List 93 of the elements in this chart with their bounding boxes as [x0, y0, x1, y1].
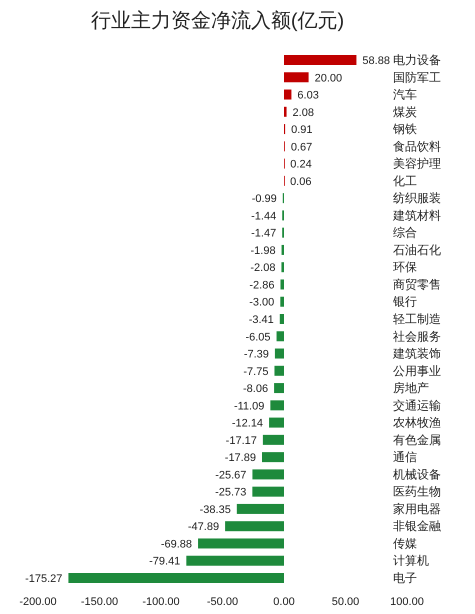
y-tick-label: 石油石化 — [393, 242, 441, 257]
y-tick-label: 国防军工 — [393, 70, 441, 84]
data-label: -38.35 — [200, 504, 231, 516]
y-tick-label: 传媒 — [393, 536, 417, 550]
x-tick-label: -50.00 — [206, 596, 238, 608]
data-label: -7.75 — [243, 366, 268, 378]
y-tick-label: 房地产 — [393, 381, 429, 396]
bar — [262, 452, 284, 462]
bar — [252, 486, 284, 497]
y-tick-label: 机械设备 — [393, 467, 441, 482]
y-tick-label: 建筑装饰 — [392, 346, 441, 361]
x-tick-label: 100.00 — [390, 596, 424, 608]
y-tick-label: 银行 — [392, 294, 417, 309]
bar — [252, 469, 284, 480]
y-tick-label: 轻工制造 — [393, 312, 441, 326]
bar — [236, 504, 284, 514]
chart-title: 行业主力资金净流入额(亿元) — [90, 9, 344, 32]
data-label: -2.86 — [249, 279, 274, 292]
y-tick-label: 社会服务 — [393, 329, 441, 344]
y-tick-label: 电力设备 — [393, 53, 441, 67]
data-label: 0.24 — [290, 158, 312, 171]
y-tick-label: 食品饮料 — [393, 139, 441, 154]
data-label: 20.00 — [314, 72, 342, 84]
bar — [276, 331, 284, 342]
data-label: -69.88 — [160, 538, 192, 550]
data-label: 0.67 — [290, 141, 312, 154]
data-label: -25.73 — [215, 486, 246, 499]
bar — [225, 521, 284, 532]
y-tick-label: 医药生物 — [393, 484, 441, 499]
data-label: 0.91 — [291, 124, 313, 136]
y-tick-label: 煤炭 — [393, 104, 417, 119]
data-label: -1.44 — [251, 210, 276, 222]
x-tick-label: -200.00 — [19, 596, 57, 608]
data-label: -12.14 — [232, 418, 264, 430]
bar — [274, 366, 284, 376]
data-label: 0.06 — [290, 176, 312, 188]
y-tick-label: 综合 — [393, 226, 417, 240]
data-label: -175.27 — [25, 573, 62, 585]
bar — [281, 262, 284, 272]
x-tick-label: 0.00 — [273, 596, 295, 608]
bar — [274, 348, 284, 359]
y-tick-label: 化工 — [393, 174, 417, 188]
bar — [284, 72, 309, 82]
data-label: -0.99 — [252, 193, 277, 206]
data-label: -79.41 — [149, 556, 180, 568]
data-label: -47.89 — [188, 521, 220, 534]
x-tick-label: -150.00 — [80, 596, 118, 608]
bar — [280, 279, 284, 290]
y-tick-label: 钢铁 — [392, 122, 417, 136]
x-tick-label: -100.00 — [142, 596, 180, 608]
bar — [186, 556, 284, 566]
y-tick-label: 公用事业 — [393, 364, 441, 378]
data-label: 6.03 — [297, 90, 319, 102]
y-tick-label: 美容护理 — [393, 156, 441, 171]
bar — [262, 434, 284, 445]
bar — [284, 106, 287, 117]
data-label: -25.67 — [215, 469, 246, 482]
bar — [198, 538, 284, 548]
x-tick-label: 50.00 — [332, 596, 360, 608]
bar — [269, 418, 284, 428]
data-label: -8.06 — [243, 383, 268, 396]
bar — [280, 296, 284, 307]
data-label: -3.00 — [249, 296, 274, 309]
y-tick-label: 非银金融 — [393, 519, 441, 534]
y-tick-label: 环保 — [393, 260, 417, 274]
data-label: -17.89 — [224, 452, 256, 464]
y-tick-label: 家用电器 — [393, 502, 441, 516]
data-label: 58.88 — [362, 55, 390, 67]
data-label: 2.08 — [292, 106, 314, 119]
bar — [270, 400, 284, 410]
bar — [284, 55, 356, 65]
y-tick-label: 计算机 — [393, 554, 429, 568]
y-tick-label: 纺织服装 — [393, 191, 441, 206]
y-tick-label: 电子 — [393, 571, 417, 585]
bar — [280, 314, 284, 324]
data-label: -2.08 — [250, 262, 276, 274]
bar — [284, 90, 292, 100]
data-label: -1.47 — [251, 228, 276, 240]
data-label: -7.39 — [244, 348, 269, 361]
data-label: -3.41 — [248, 314, 274, 326]
y-tick-label: 汽车 — [393, 88, 417, 102]
data-label: -17.17 — [226, 434, 257, 447]
data-label: -6.05 — [245, 331, 271, 344]
bar — [68, 573, 284, 583]
bar — [274, 383, 284, 394]
data-label: -1.98 — [250, 244, 276, 257]
y-tick-label: 交通运输 — [393, 398, 441, 412]
data-label: -11.09 — [234, 400, 264, 412]
y-tick-label: 通信 — [393, 450, 417, 464]
y-tick-label: 有色金属 — [393, 432, 441, 447]
y-tick-label: 农林牧渔 — [393, 416, 441, 430]
y-tick-label: 建筑材料 — [392, 208, 441, 222]
y-tick-label: 商贸零售 — [393, 277, 441, 292]
